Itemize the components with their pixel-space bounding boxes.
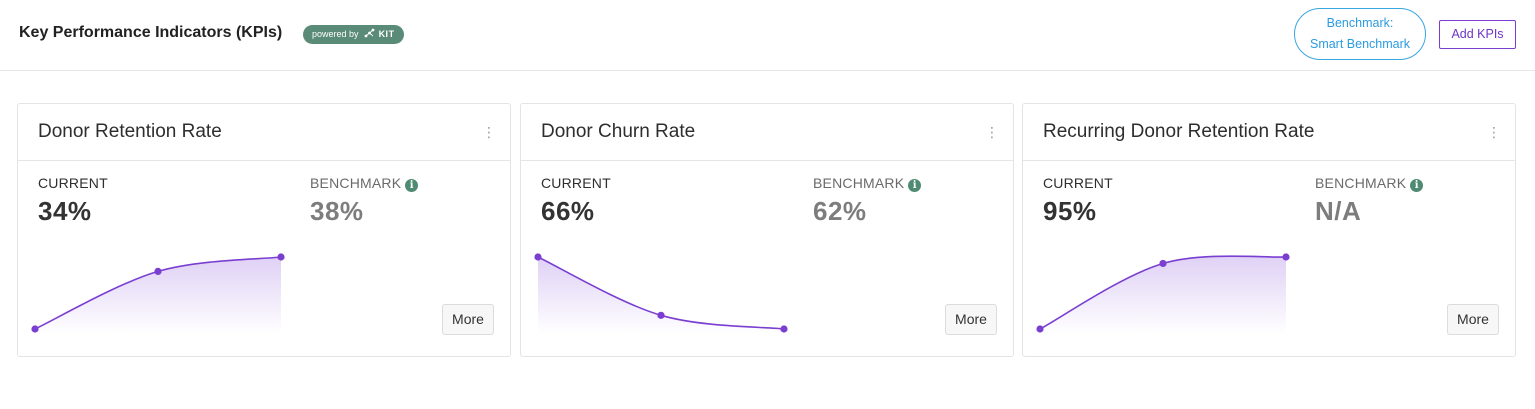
sparkline-point — [31, 325, 39, 333]
sparkline-point — [1036, 325, 1044, 333]
page-title: Key Performance Indicators (KPIs) — [19, 24, 283, 41]
benchmark-label-text: BENCHMARK — [1315, 175, 1407, 191]
sparkline-area — [35, 257, 281, 334]
benchmark-value: N/A — [1315, 196, 1362, 226]
trend-sparkline — [1036, 253, 1290, 334]
kpi-card: Donor Churn Rate ⋮ CURRENT 66% BENCHMARK… — [520, 103, 1014, 357]
kit-logo-icon — [364, 28, 375, 38]
more-button[interactable]: More — [945, 304, 997, 335]
current-value: 34% — [38, 196, 92, 226]
kebab-menu-icon[interactable]: ⋮ — [985, 124, 999, 140]
sparkline-point — [277, 253, 285, 261]
badge-prefix: powered by — [312, 29, 359, 39]
benchmark-label: Benchmark: — [1326, 16, 1394, 30]
benchmark-value: 38% — [310, 196, 364, 226]
sparkline-point — [780, 325, 788, 333]
page-header: Key Performance Indicators (KPIs) powere… — [0, 0, 1535, 71]
current-label: CURRENT — [38, 175, 108, 191]
benchmark-label: BENCHMARK i — [310, 175, 419, 192]
trend-sparkline — [31, 253, 285, 334]
kebab-menu-icon[interactable]: ⋮ — [1487, 124, 1501, 140]
more-button[interactable]: More — [442, 304, 494, 335]
benchmark-label: BENCHMARK i — [813, 175, 922, 192]
benchmark-value: 62% — [813, 196, 867, 226]
sparkline-point — [657, 311, 665, 319]
sparkline-point — [1282, 253, 1290, 261]
badge-brand: KIT — [378, 29, 395, 39]
benchmark-label-text: BENCHMARK — [813, 175, 905, 191]
benchmark-selector-button[interactable]: Benchmark: Smart Benchmark — [1294, 8, 1426, 60]
kpi-card-header: Recurring Donor Retention Rate ⋮ — [1023, 104, 1515, 161]
trend-sparkline — [534, 253, 788, 334]
benchmark-value: Smart Benchmark — [1309, 37, 1411, 51]
info-icon[interactable]: i — [908, 179, 922, 192]
kpi-card-title: Recurring Donor Retention Rate — [1043, 121, 1315, 142]
sparkline-point — [534, 253, 542, 261]
add-kpis-button[interactable]: Add KPIs — [1439, 20, 1516, 49]
benchmark-label-text: BENCHMARK — [310, 175, 402, 191]
current-label: CURRENT — [541, 175, 611, 191]
current-value: 95% — [1043, 196, 1097, 226]
powered-by-kit-badge: powered by KIT — [303, 25, 404, 44]
sparkline-point — [1159, 259, 1167, 268]
kpi-card: Donor Retention Rate ⋮ CURRENT 34% BENCH… — [17, 103, 511, 357]
kpi-card-header: Donor Churn Rate ⋮ — [521, 104, 1013, 161]
current-value: 66% — [541, 196, 595, 226]
kebab-menu-icon[interactable]: ⋮ — [482, 124, 496, 140]
info-icon[interactable]: i — [1410, 179, 1424, 192]
kpi-card-header: Donor Retention Rate ⋮ — [18, 104, 510, 161]
kpi-card-title: Donor Retention Rate — [38, 121, 222, 142]
sparkline-area — [538, 257, 784, 334]
kpi-card-title: Donor Churn Rate — [541, 121, 696, 142]
sparkline-point — [154, 267, 162, 275]
info-icon[interactable]: i — [405, 179, 419, 192]
kpi-card: Recurring Donor Retention Rate ⋮ CURRENT… — [1022, 103, 1516, 357]
sparkline-area — [1040, 256, 1286, 334]
benchmark-label: BENCHMARK i — [1315, 175, 1424, 192]
more-button[interactable]: More — [1447, 304, 1499, 335]
current-label: CURRENT — [1043, 175, 1113, 191]
